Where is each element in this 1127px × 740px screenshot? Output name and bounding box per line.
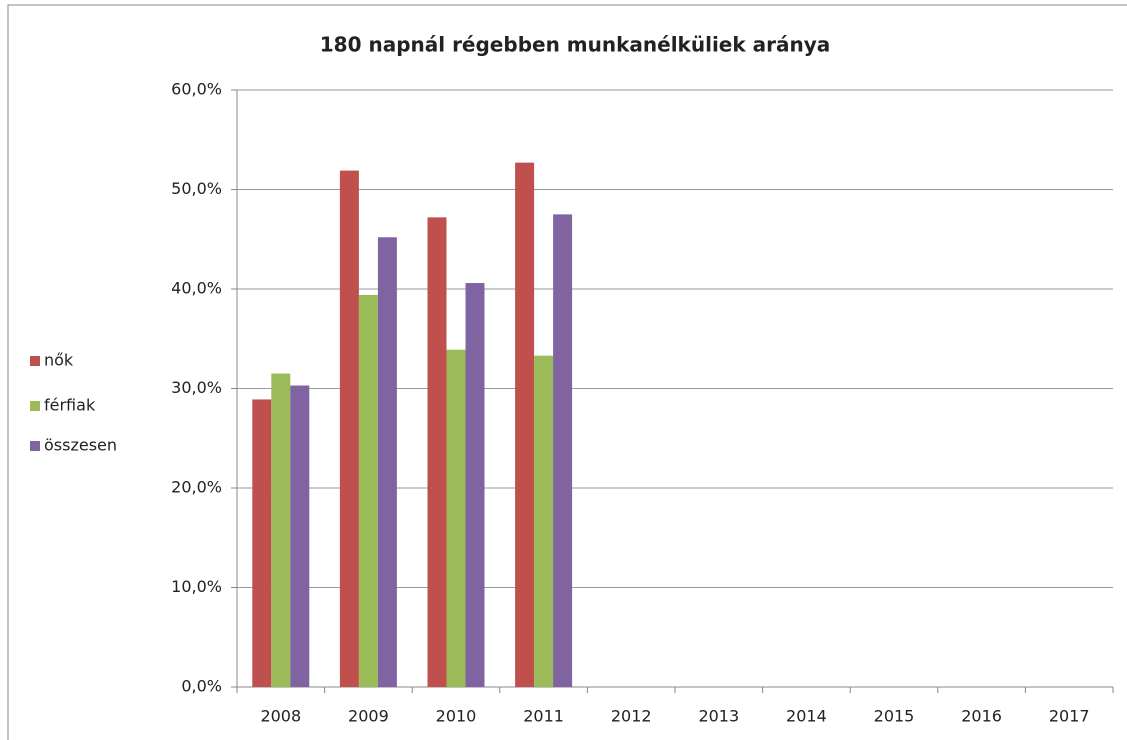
legend-swatch [30,356,40,366]
x-tick-label: 2010 [436,707,477,726]
legend-swatch [30,441,40,451]
x-tick-label: 2013 [698,707,739,726]
y-tick-label: 30,0% [171,378,222,397]
x-tick-label: 2012 [611,707,652,726]
x-tick-label: 2017 [1049,707,1090,726]
bar [534,355,554,687]
x-tick-label: 2016 [961,707,1002,726]
bar [446,349,466,687]
chart-title: 180 napnál régebben munkanélküliek arány… [320,33,831,57]
bar [290,385,310,687]
bar [553,214,573,687]
x-tick-label: 2011 [523,707,564,726]
bar [377,237,397,687]
bar [465,283,485,687]
x-tick-label: 2008 [260,707,301,726]
legend-swatch [30,401,40,411]
bar [427,217,447,688]
y-tick-label: 50,0% [171,179,222,198]
y-tick-label: 60,0% [171,80,222,99]
y-tick-label: 10,0% [171,577,222,596]
x-tick-label: 2015 [874,707,915,726]
y-tick-label: 40,0% [171,279,222,298]
bar [252,399,272,687]
y-tick-label: 0,0% [181,677,222,696]
legend-label: összesen [44,436,117,455]
x-tick-label: 2014 [786,707,827,726]
legend-label: nők [44,351,74,370]
y-tick-label: 20,0% [171,478,222,497]
bar [358,294,378,687]
bar [271,373,291,687]
bar [339,170,359,688]
bar [515,162,535,687]
x-tick-label: 2009 [348,707,389,726]
legend-label: férfiak [44,396,96,415]
